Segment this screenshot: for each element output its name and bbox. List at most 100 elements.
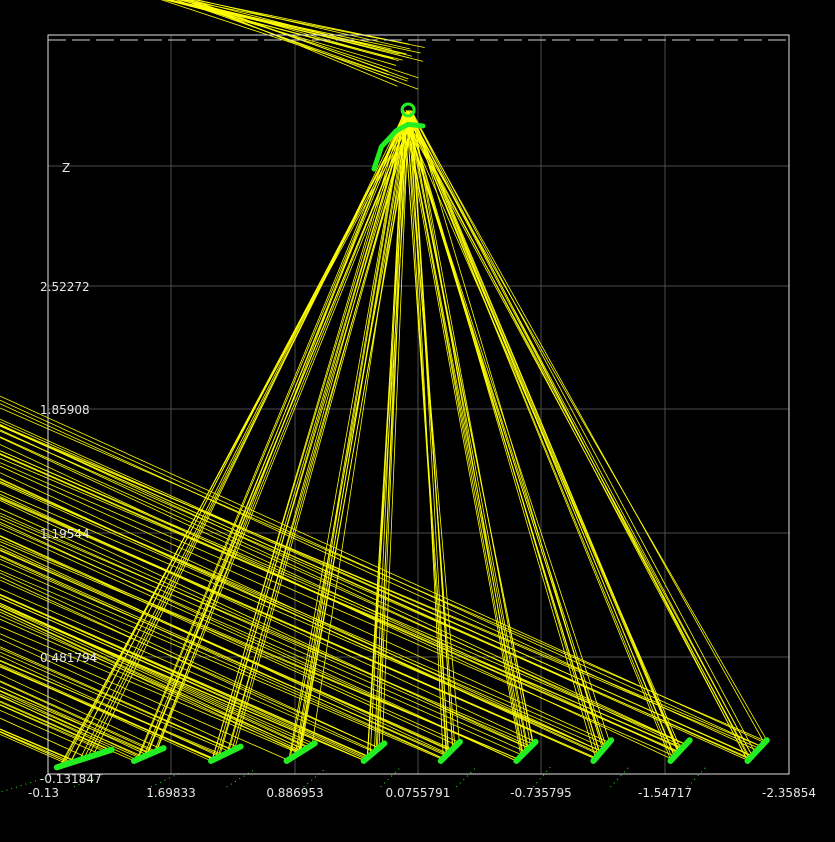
incident-ray [0, 569, 443, 760]
focused-ray [411, 110, 756, 753]
incident-ray [0, 593, 370, 757]
incident-ray [0, 608, 305, 751]
incident-ray [0, 429, 684, 747]
incident-ray [0, 437, 679, 754]
incident-ray [0, 558, 448, 755]
focused-ray [405, 110, 596, 759]
focused-ray [405, 117, 753, 756]
y-tick-label: 1.85908 [40, 403, 90, 417]
focused-ray [404, 117, 448, 755]
incident-ray-top [164, 0, 388, 51]
incident-ray [0, 424, 686, 745]
incident-ray [0, 395, 765, 743]
heliostat-shadow [610, 765, 631, 788]
incident-ray [0, 465, 610, 743]
incident-ray [0, 436, 686, 745]
focused-ray [211, 110, 405, 761]
incident-ray [0, 518, 526, 752]
incident-ray [0, 424, 760, 749]
focused-ray [403, 112, 522, 757]
incident-ray [0, 674, 162, 750]
heliostat-mirror [130, 745, 167, 764]
focused-ray [403, 111, 601, 754]
focused-ray [156, 117, 413, 752]
heliostat-mirror [667, 737, 693, 764]
y-tick-labels: -0.131847 0.481794 1.19544 1.85908 2.52272 [40, 280, 102, 786]
heliostat-mirror [208, 743, 244, 764]
incident-ray [0, 686, 148, 756]
incident-ray [0, 515, 534, 745]
focused-ray [217, 111, 412, 758]
focused-ray [155, 112, 405, 752]
x-tick-label: -0.735795 [510, 786, 572, 800]
focused-ray [405, 109, 679, 753]
incident-ray [0, 538, 519, 760]
focused-ray [407, 114, 599, 756]
focused-ray [92, 113, 405, 756]
focused-ray [402, 109, 768, 741]
incident-ray [0, 700, 112, 751]
incident-ray [0, 544, 449, 755]
incident-ray [0, 579, 380, 749]
incident-ray [0, 490, 602, 752]
heliostat-shadow [303, 769, 325, 788]
incident-ray [0, 611, 300, 754]
heliostat-mirror [437, 738, 463, 764]
focused-ray [402, 116, 682, 750]
incident-ray [0, 704, 108, 752]
focused-ray [410, 115, 454, 750]
heliostat-mirror [53, 746, 115, 771]
incident-ray [0, 648, 234, 751]
incident-ray [0, 651, 231, 753]
y-tick-label: 1.19544 [40, 527, 90, 541]
focused-ray [136, 113, 404, 760]
incident-ray [0, 472, 602, 752]
incident-ray [0, 597, 365, 761]
optical-surfaces [0, 102, 770, 793]
focused-ray [409, 109, 765, 744]
heliostat-mirror [513, 738, 539, 764]
focused-ray [410, 112, 680, 752]
x-tick-label: -2.35854 [762, 786, 816, 800]
heliostat-shadow [73, 773, 104, 788]
focused-ray [218, 110, 409, 758]
ray-bundle [0, 0, 768, 767]
incident-ray [0, 731, 73, 763]
incident-ray [0, 547, 452, 751]
incident-ray [0, 606, 308, 749]
incident-ray [0, 704, 106, 753]
heliostat-shadow [532, 765, 552, 788]
incident-ray [0, 602, 315, 745]
incident-ray [0, 454, 679, 753]
focused-ray [231, 116, 411, 752]
incident-ray [0, 554, 447, 757]
focused-ray [405, 112, 460, 743]
incident-ray [0, 556, 444, 759]
incident-ray [0, 731, 70, 764]
incident-ray [0, 424, 749, 761]
focused-ray [375, 116, 408, 751]
incident-ray-top [164, 0, 403, 61]
focused-ray [288, 111, 405, 760]
incident-ray [0, 594, 369, 758]
incident-ray [0, 638, 239, 748]
incident-ray [0, 425, 762, 747]
focused-ray [297, 115, 409, 754]
focused-ray [409, 115, 680, 753]
heliostat-mirror [360, 740, 388, 764]
incident-ray-top [160, 0, 390, 76]
incident-ray [0, 690, 151, 755]
incident-ray [0, 665, 214, 761]
incident-ray [0, 421, 753, 757]
focused-ray [289, 115, 413, 759]
focused-ray [296, 116, 405, 755]
incident-ray [0, 646, 234, 751]
incident-ray [0, 462, 676, 757]
focused-ray [407, 113, 672, 761]
focused-ray [214, 110, 409, 759]
incident-ray [0, 733, 68, 765]
incident-ray [0, 496, 596, 760]
focused-ray [404, 114, 528, 751]
focused-ray [226, 116, 412, 754]
